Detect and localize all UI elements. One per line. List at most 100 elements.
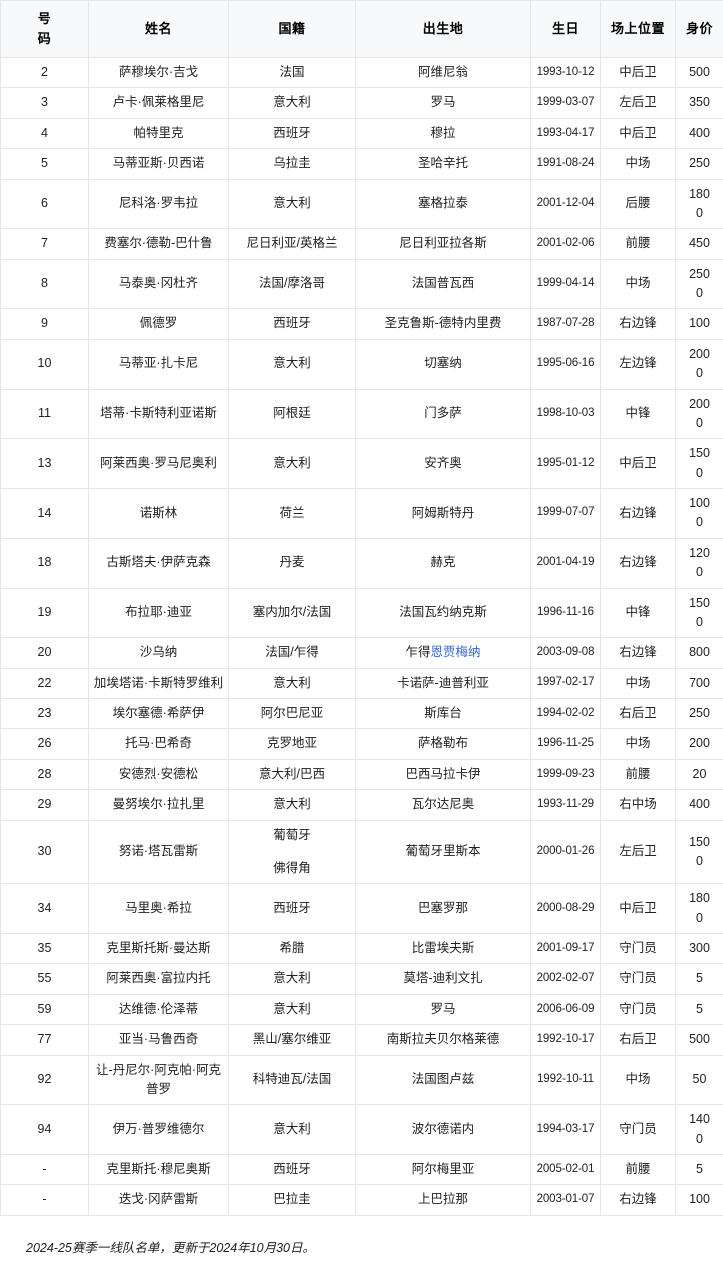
cell-birthday: 1999-09-23	[531, 759, 601, 789]
value-text: 1500	[687, 444, 713, 483]
cell-position: 中场	[601, 149, 676, 179]
column-header-name: 姓名	[89, 1, 229, 58]
cell-value: 400	[676, 790, 723, 820]
cell-name: 阿莱西奥·罗马尼奥利	[89, 439, 229, 489]
cell-name: 迭戈·冈萨雷斯	[89, 1185, 229, 1215]
cell-position: 守门员	[601, 1105, 676, 1155]
value-text: 2000	[687, 395, 713, 434]
cell-name: 亚当·马鲁西奇	[89, 1025, 229, 1055]
cell-number: 34	[1, 884, 89, 934]
cell-value: 2000	[676, 389, 723, 439]
birthplace-link[interactable]: 恩贾梅纳	[431, 645, 481, 659]
cell-nationality: 阿根廷	[229, 389, 356, 439]
cell-name: 让-丹尼尔·阿克帕·阿克普罗	[89, 1055, 229, 1105]
cell-birthday: 1996-11-25	[531, 729, 601, 759]
cell-value: 450	[676, 229, 723, 259]
cell-value: 300	[676, 934, 723, 964]
cell-birthplace: 瓦尔达尼奥	[356, 790, 531, 820]
column-header-value: 身价	[676, 1, 723, 58]
cell-name: 伊万·普罗维德尔	[89, 1105, 229, 1155]
cell-name: 诺斯林	[89, 489, 229, 539]
cell-number: 10	[1, 339, 89, 389]
cell-name: 曼努埃尔·拉扎里	[89, 790, 229, 820]
cell-birthday: 2001-04-19	[531, 538, 601, 588]
cell-position: 右边锋	[601, 489, 676, 539]
cell-position: 右边锋	[601, 638, 676, 668]
cell-birthplace: 安齐奥	[356, 439, 531, 489]
column-header-number-line2: 码	[38, 31, 52, 46]
cell-position: 前腰	[601, 1155, 676, 1185]
cell-birthday: 2000-08-29	[531, 884, 601, 934]
cell-birthday: 1993-04-17	[531, 118, 601, 148]
cell-number: 3	[1, 88, 89, 118]
cell-position: 前腰	[601, 759, 676, 789]
cell-position: 左后卫	[601, 820, 676, 884]
cell-value: 800	[676, 638, 723, 668]
cell-number: 5	[1, 149, 89, 179]
cell-value: 2000	[676, 339, 723, 389]
value-text: 1800	[687, 889, 713, 928]
cell-birthplace: 圣哈辛托	[356, 149, 531, 179]
cell-name: 马蒂亚·扎卡尼	[89, 339, 229, 389]
value-text: 1800	[687, 185, 713, 224]
cell-value: 250	[676, 149, 723, 179]
cell-nationality: 西班牙	[229, 884, 356, 934]
cell-value: 1200	[676, 538, 723, 588]
cell-nationality: 阿尔巴尼亚	[229, 699, 356, 729]
cell-nationality: 葡萄牙佛得角	[229, 820, 356, 884]
cell-birthday: 1991-08-24	[531, 149, 601, 179]
cell-number: 6	[1, 179, 89, 229]
cell-number: 8	[1, 259, 89, 309]
cell-birthday: 2001-12-04	[531, 179, 601, 229]
cell-birthplace: 赫克	[356, 538, 531, 588]
cell-name: 埃尔塞德·希萨伊	[89, 699, 229, 729]
cell-birthplace: 莫塔-迪利文扎	[356, 964, 531, 994]
cell-birthday: 1994-03-17	[531, 1105, 601, 1155]
cell-name: 帕特里克	[89, 118, 229, 148]
cell-number: 11	[1, 389, 89, 439]
cell-position: 左后卫	[601, 88, 676, 118]
value-text: 450	[687, 234, 713, 253]
cell-number: 92	[1, 1055, 89, 1105]
cell-birthday: 1992-10-11	[531, 1055, 601, 1105]
cell-name: 努诺·塔瓦雷斯	[89, 820, 229, 884]
cell-nationality: 丹麦	[229, 538, 356, 588]
cell-nationality: 意大利	[229, 1105, 356, 1155]
cell-number: 18	[1, 538, 89, 588]
cell-name: 古斯塔夫·伊萨克森	[89, 538, 229, 588]
cell-birthday: 1999-07-07	[531, 489, 601, 539]
cell-value: 350	[676, 88, 723, 118]
cell-birthday: 2000-01-26	[531, 820, 601, 884]
value-text: 300	[687, 939, 713, 958]
cell-position: 右后卫	[601, 699, 676, 729]
cell-value: 200	[676, 729, 723, 759]
cell-nationality: 乌拉圭	[229, 149, 356, 179]
column-header-birthplace: 出生地	[356, 1, 531, 58]
cell-nationality: 意大利	[229, 964, 356, 994]
value-text: 1500	[687, 833, 713, 872]
value-text: 350	[687, 93, 713, 112]
cell-name: 卢卡·佩莱格里尼	[89, 88, 229, 118]
cell-value: 500	[676, 58, 723, 88]
cell-nationality: 尼日利亚/英格兰	[229, 229, 356, 259]
value-text: 400	[687, 795, 713, 814]
cell-birthday: 2002-02-07	[531, 964, 601, 994]
cell-value: 50	[676, 1055, 723, 1105]
column-header-number-line1: 号	[38, 11, 52, 26]
cell-position: 后腰	[601, 179, 676, 229]
cell-value: 100	[676, 1185, 723, 1215]
value-text: 500	[687, 1030, 713, 1049]
birthplace-prefix: 乍得	[405, 645, 430, 659]
